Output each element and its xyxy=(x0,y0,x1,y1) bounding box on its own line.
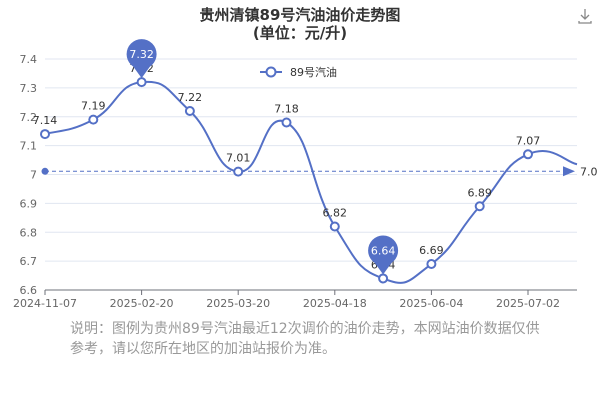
data-point[interactable] xyxy=(523,149,533,160)
data-label: 6.82 xyxy=(323,206,348,219)
x-tick-label: 2024-11-07 xyxy=(13,297,77,310)
data-label: 7.18 xyxy=(274,103,299,116)
markline-label: 7.0 xyxy=(580,165,598,178)
y-tick-label: 7.3 xyxy=(20,82,38,95)
data-label: 7.22 xyxy=(178,91,203,104)
x-axis-ticks: 2024-11-07 2025-02-20 2025-03-20 2025-04-18… xyxy=(13,290,560,310)
x-tick-label: 2025-02-20 xyxy=(110,297,174,310)
y-tick-label: 6.6 xyxy=(20,284,38,297)
data-point[interactable] xyxy=(184,105,195,116)
data-point[interactable] xyxy=(88,114,99,125)
markline-start-dot xyxy=(41,167,49,175)
data-points[interactable] xyxy=(40,77,533,284)
y-tick-label: 6.8 xyxy=(20,226,38,239)
data-label: 7.14 xyxy=(33,114,58,127)
x-tick-label: 2025-04-18 xyxy=(303,297,367,310)
min-pin xyxy=(368,235,399,266)
data-point[interactable] xyxy=(233,166,244,177)
data-point[interactable] xyxy=(426,259,437,270)
data-point[interactable] xyxy=(474,201,485,212)
y-tick-label: 6.7 xyxy=(20,255,38,268)
y-tick-label: 7.1 xyxy=(20,140,38,153)
x-tick-label: 2025-06-04 xyxy=(399,297,463,310)
legend[interactable]: 89号汽油 xyxy=(260,65,337,79)
data-label: 7.01 xyxy=(226,152,251,165)
series-line-89 xyxy=(44,80,578,284)
data-point[interactable] xyxy=(329,221,340,232)
y-axis-ticks: 7.4 7.3 7.2 7.1 7 6.9 6.8 6.7 6.6 xyxy=(20,53,38,297)
download-icon[interactable] xyxy=(578,9,592,24)
markline-arrow-icon xyxy=(563,166,575,177)
chart-subtitle: (单位：元/升) xyxy=(253,24,347,42)
data-label: 6.69 xyxy=(419,244,444,257)
data-label: 7.07 xyxy=(516,134,541,147)
data-point[interactable] xyxy=(40,129,50,140)
y-tick-label: 7.2 xyxy=(20,111,38,124)
y-tick-label: 6.9 xyxy=(20,197,38,210)
max-pin xyxy=(126,39,157,70)
x-tick-label: 2025-07-02 xyxy=(496,297,560,310)
grid-lines xyxy=(45,58,577,262)
min-pin-label: 6.64 xyxy=(371,244,396,257)
legend-label: 89号汽油 xyxy=(290,65,337,79)
x-tick-label: 2025-03-20 xyxy=(206,297,270,310)
chart-note: 说明：图例为贵州89号汽油最近12次调价的油价走势，本网站油价数据仅供参考，请以… xyxy=(70,321,540,357)
data-point[interactable] xyxy=(281,117,292,128)
extreme-pins: 7.32 6.64 xyxy=(126,39,399,275)
y-tick-label: 7.4 xyxy=(20,53,38,66)
data-label: 6.89 xyxy=(467,186,492,199)
max-pin-label: 7.32 xyxy=(129,48,154,61)
data-point[interactable] xyxy=(136,77,147,88)
data-label: 7.19 xyxy=(81,100,106,113)
data-point[interactable] xyxy=(378,273,389,284)
y-tick-label: 7 xyxy=(30,169,37,182)
data-labels: 7.147.197.327.227.017.186.826.646.696.89… xyxy=(33,62,541,271)
chart-title: 贵州清镇89号汽油油价走势图 xyxy=(200,6,401,24)
